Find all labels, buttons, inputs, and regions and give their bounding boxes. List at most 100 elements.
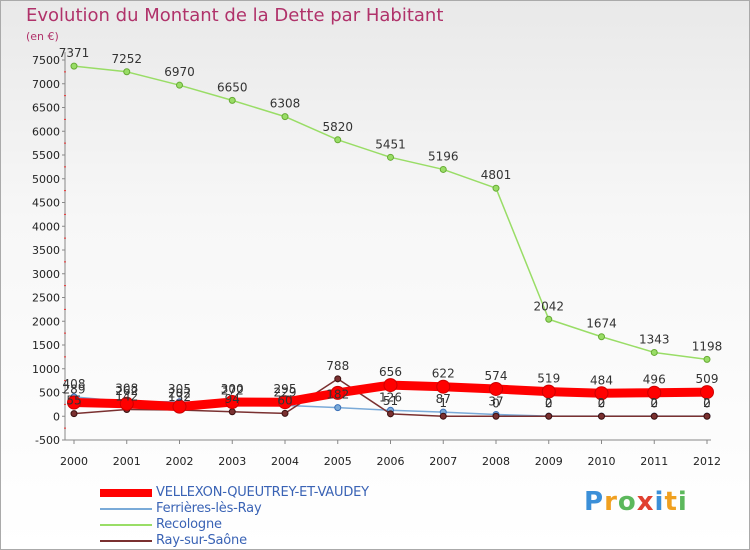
- data-point-ray-sur-saone: [228, 408, 236, 416]
- y-tick-label: 0: [53, 410, 60, 423]
- data-point-vellexon-queutrey-et-vaudey: [489, 381, 503, 396]
- data-label-ray-sur-saone: 142: [115, 390, 138, 404]
- y-tick-label: -500: [35, 434, 60, 447]
- data-point-recologne: [228, 96, 236, 104]
- y-tick-label: 2500: [32, 292, 60, 305]
- legend-swatch-vellexon: [100, 489, 152, 497]
- data-label-ferrieres-les-ray: 305: [168, 382, 191, 396]
- data-label-recologne: 5451: [375, 137, 406, 151]
- data-point-recologne: [70, 62, 78, 70]
- data-point-vellexon-queutrey-et-vaudey: [700, 385, 714, 400]
- data-label-ferrieres-les-ray: 182: [326, 388, 349, 402]
- data-label-ray-sur-saone: 0: [703, 396, 711, 410]
- data-label-vellexon-queutrey-et-vaudey: 300: [221, 382, 244, 396]
- data-point-recologne: [123, 68, 131, 76]
- data-point-vellexon-queutrey-et-vaudey: [647, 385, 662, 400]
- data-point-ray-sur-saone: [598, 412, 605, 420]
- data-point-ray-sur-saone: [492, 412, 500, 420]
- y-tick-label: 4500: [32, 197, 60, 210]
- data-point-vellexon-queutrey-et-vaudey: [278, 395, 292, 410]
- legend-item-recologne: Recologne: [100, 517, 460, 534]
- y-tick-label: 2000: [32, 315, 60, 328]
- data-label-ray-sur-saone: 132: [168, 390, 191, 404]
- data-label-recologne: 4801: [481, 168, 512, 182]
- y-tick-label: 1500: [32, 339, 60, 352]
- data-point-vellexon-queutrey-et-vaudey: [172, 399, 187, 414]
- legend-item-vellexon: VELLEXON-QUEUTREY-ET-VAUDEY: [100, 485, 460, 502]
- data-label-vellexon-queutrey-et-vaudey: 202: [168, 387, 191, 401]
- data-point-recologne: [703, 355, 711, 363]
- data-label-ferrieres-les-ray: 408: [63, 377, 86, 391]
- data-point-ray-sur-saone: [334, 375, 342, 383]
- x-tick-label: 2007: [429, 455, 457, 468]
- data-label-vellexon-queutrey-et-vaudey: 289: [63, 383, 86, 397]
- chart-subtitle: (en €): [26, 30, 59, 43]
- data-label-recologne: 7252: [111, 52, 142, 66]
- x-tick-label: 2010: [588, 455, 616, 468]
- y-tick-label: 7500: [32, 54, 60, 67]
- legend-swatch-ferrieres: [100, 508, 152, 510]
- data-point-ray-sur-saone: [703, 412, 711, 420]
- data-point-recologne: [387, 153, 394, 161]
- data-label-ferrieres-les-ray: 2: [650, 396, 658, 410]
- y-tick-label: 5500: [32, 149, 60, 162]
- data-label-ferrieres-les-ray: 2: [545, 396, 553, 410]
- y-tick-label: 4000: [32, 220, 60, 233]
- data-label-ray-sur-saone: 0: [650, 396, 658, 410]
- data-label-ferrieres-les-ray: 2: [598, 396, 606, 410]
- data-point-recologne: [545, 315, 553, 323]
- y-tick-label: 5000: [32, 173, 60, 186]
- data-label-ray-sur-saone: 55: [66, 394, 81, 408]
- data-label-ferrieres-les-ray: 87: [436, 392, 451, 406]
- data-point-ray-sur-saone: [439, 412, 447, 420]
- data-label-recologne: 1343: [639, 332, 670, 346]
- legend-label-ferrieres: Ferrières-lès-Ray: [156, 501, 262, 516]
- chart-title: Evolution du Montant de la Dette par Hab…: [26, 5, 444, 26]
- x-tick-label: 2003: [218, 455, 246, 468]
- legend-swatch-recologne: [100, 524, 152, 526]
- data-point-vellexon-queutrey-et-vaudey: [541, 384, 556, 399]
- y-tick-label: 6500: [32, 102, 60, 115]
- data-label-vellexon-queutrey-et-vaudey: 574: [485, 369, 508, 383]
- data-label-vellexon-queutrey-et-vaudey: 656: [379, 365, 402, 379]
- data-label-vellexon-queutrey-et-vaudey: 509: [696, 372, 719, 386]
- x-tick-label: 2012: [693, 455, 721, 468]
- data-label-recologne: 7371: [59, 46, 90, 60]
- data-point-ferrieres-les-ray: [334, 404, 342, 412]
- data-point-recologne: [176, 81, 183, 89]
- data-point-vellexon-queutrey-et-vaudey: [119, 396, 134, 411]
- data-label-recologne: 2042: [533, 299, 564, 313]
- data-point-vellexon-queutrey-et-vaudey: [594, 386, 609, 401]
- data-label-vellexon-queutrey-et-vaudey: 519: [537, 372, 560, 386]
- legend-item-ray-sur-saone: Ray-sur-Saône: [100, 533, 460, 550]
- data-label-recologne: 6308: [270, 97, 301, 111]
- y-tick-label: 500: [39, 387, 60, 400]
- data-point-ray-sur-saone: [545, 412, 553, 420]
- data-point-recologne: [492, 184, 500, 192]
- y-tick-label: 3000: [32, 268, 60, 281]
- data-label-ray-sur-saone: 1: [439, 396, 447, 410]
- data-label-ferrieres-les-ray: 126: [379, 390, 402, 404]
- data-point-ray-sur-saone: [281, 409, 289, 417]
- data-label-recologne: 1674: [586, 317, 617, 331]
- data-label-ray-sur-saone: 0: [545, 396, 553, 410]
- y-tick-label: 7000: [32, 78, 60, 91]
- legend-item-ferrieres: Ferrières-lès-Ray: [100, 501, 460, 518]
- legend-label-ray-sur-saone: Ray-sur-Saône: [156, 533, 247, 548]
- x-tick-label: 2008: [482, 455, 510, 468]
- data-label-ferrieres-les-ray: 272: [221, 383, 244, 397]
- data-label-ferrieres-les-ray: 308: [115, 382, 138, 396]
- x-tick-label: 2005: [324, 455, 352, 468]
- data-label-ray-sur-saone: 51: [383, 394, 398, 408]
- x-tick-label: 2011: [640, 455, 668, 468]
- x-tick-label: 2002: [166, 455, 194, 468]
- data-label-vellexon-queutrey-et-vaudey: 484: [590, 373, 613, 387]
- data-label-recologne: 1198: [692, 339, 723, 353]
- legend-label-vellexon: VELLEXON-QUEUTREY-ET-VAUDEY: [156, 485, 369, 500]
- data-label-recologne: 5196: [428, 149, 459, 163]
- data-label-ray-sur-saone: 788: [326, 359, 349, 373]
- data-point-recologne: [650, 348, 658, 356]
- data-point-vellexon-queutrey-et-vaudey: [67, 395, 81, 410]
